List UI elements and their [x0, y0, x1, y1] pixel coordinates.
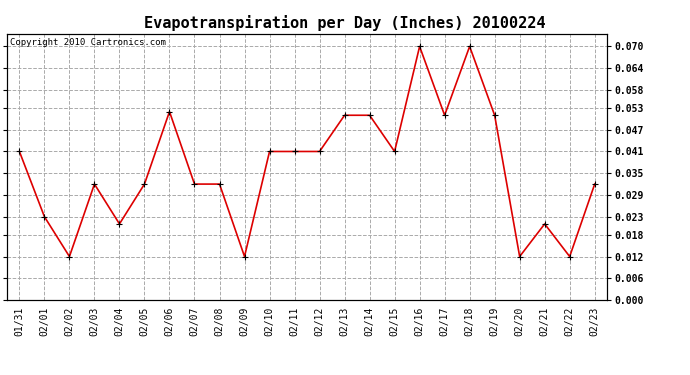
Text: Evapotranspiration per Day (Inches) 20100224: Evapotranspiration per Day (Inches) 2010… [144, 15, 546, 31]
Text: Copyright 2010 Cartronics.com: Copyright 2010 Cartronics.com [10, 38, 166, 47]
